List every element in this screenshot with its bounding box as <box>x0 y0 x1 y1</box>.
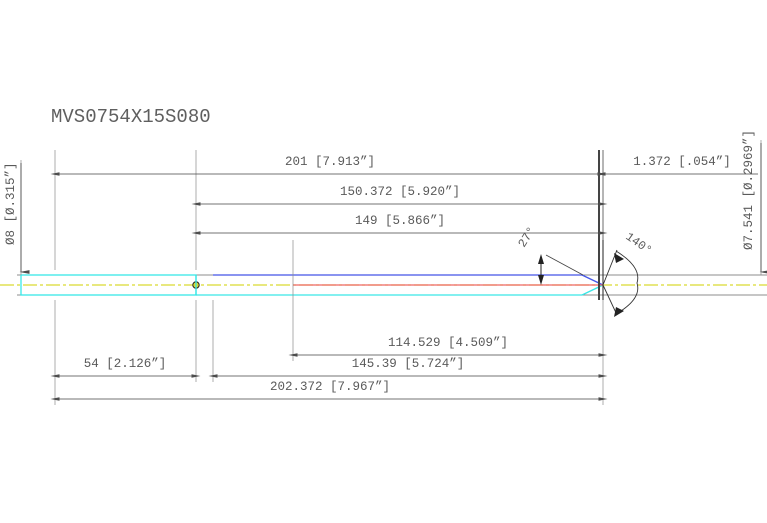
svg-text:114.529 [4.509”]: 114.529 [4.509”] <box>388 336 508 350</box>
svg-text:145.39 [5.724”]: 145.39 [5.724”] <box>352 357 465 371</box>
svg-text:140°: 140° <box>623 230 655 258</box>
svg-text:Ø8 [Ø.315”]: Ø8 [Ø.315”] <box>4 162 18 245</box>
svg-text:54 [2.126”]: 54 [2.126”] <box>84 357 167 371</box>
svg-text:1.372 [.054”]: 1.372 [.054”] <box>633 155 731 169</box>
svg-text:150.372 [5.920”]: 150.372 [5.920”] <box>340 185 460 199</box>
svg-text:MVS0754X15S080: MVS0754X15S080 <box>51 106 211 128</box>
svg-text:201 [7.913”]: 201 [7.913”] <box>285 155 375 169</box>
svg-text:149 [5.866”]: 149 [5.866”] <box>355 214 445 228</box>
svg-text:Ø7.541 [Ø.2969”]: Ø7.541 [Ø.2969”] <box>742 130 756 250</box>
svg-text:27°: 27° <box>516 224 539 250</box>
svg-text:202.372 [7.967”]: 202.372 [7.967”] <box>270 380 390 394</box>
